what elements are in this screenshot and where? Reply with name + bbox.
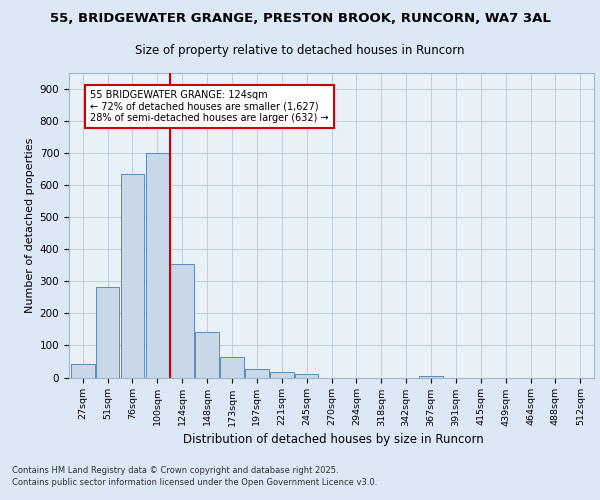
Bar <box>71 364 95 378</box>
Text: Distribution of detached houses by size in Runcorn: Distribution of detached houses by size … <box>182 432 484 446</box>
Bar <box>195 332 219 378</box>
Y-axis label: Number of detached properties: Number of detached properties <box>25 138 35 312</box>
Text: Contains HM Land Registry data © Crown copyright and database right 2025.: Contains HM Land Registry data © Crown c… <box>12 466 338 475</box>
Text: 55 BRIDGEWATER GRANGE: 124sqm
← 72% of detached houses are smaller (1,627)
28% o: 55 BRIDGEWATER GRANGE: 124sqm ← 72% of d… <box>90 90 329 124</box>
Bar <box>419 376 443 378</box>
Bar <box>121 174 144 378</box>
Text: Size of property relative to detached houses in Runcorn: Size of property relative to detached ho… <box>135 44 465 57</box>
Bar <box>295 374 319 378</box>
Bar <box>170 264 194 378</box>
Text: Contains public sector information licensed under the Open Government Licence v3: Contains public sector information licen… <box>12 478 377 487</box>
Bar <box>146 153 169 378</box>
Bar <box>96 286 119 378</box>
Bar <box>270 372 293 378</box>
Bar <box>245 368 269 378</box>
Text: 55, BRIDGEWATER GRANGE, PRESTON BROOK, RUNCORN, WA7 3AL: 55, BRIDGEWATER GRANGE, PRESTON BROOK, R… <box>50 12 550 26</box>
Bar <box>220 356 244 378</box>
